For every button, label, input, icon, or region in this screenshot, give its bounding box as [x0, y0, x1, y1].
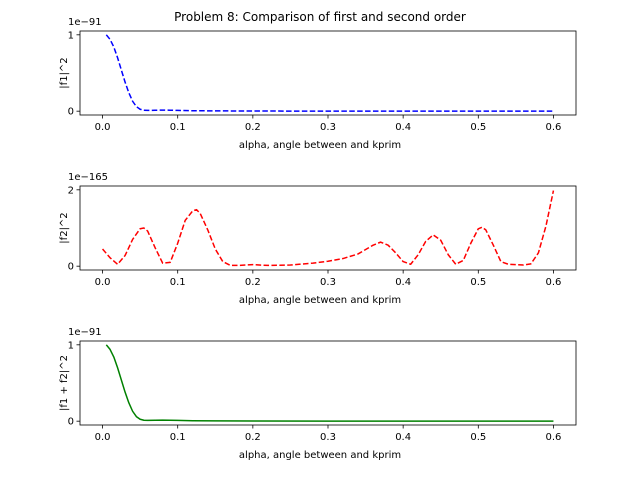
chart-3-y-tick-label: 0	[68, 417, 74, 428]
chart-2-x-tick-label: 0.4	[395, 277, 411, 288]
chart-3-x-tick-label: 0.0	[95, 432, 111, 443]
chart-3-x-tick-label: 0.6	[546, 432, 562, 443]
chart-1-series-line	[105, 34, 554, 112]
chart-3-scale-offset: 1e−91	[68, 327, 102, 338]
chart-2-x-tick-label: 0.1	[170, 277, 186, 288]
chart-2-y-axis-label: |f2|^2	[59, 212, 70, 243]
chart-1-x-tick-label: 0.1	[170, 122, 186, 133]
chart-2-x-tick-label: 0.6	[546, 277, 562, 288]
chart-2-x-tick-label: 0.2	[245, 277, 261, 288]
figure-title: Problem 8: Comparison of first and secon…	[174, 10, 466, 24]
chart-2-y-tick-label: 2	[68, 185, 74, 196]
chart-3-x-tick-label: 0.1	[170, 432, 186, 443]
chart-2-series-line	[101, 190, 555, 267]
chart-1-x-tick-label: 0.3	[320, 122, 336, 133]
chart-3-y-tick-label: 1	[68, 340, 74, 351]
chart-3-x-tick-label: 0.3	[320, 432, 336, 443]
chart-1-y-tick-label: 0	[68, 107, 74, 118]
chart-3-panel: 0.0 0.1 0.2 0.3 0.4 0.5 0.6 0 1 1e−91 alpha, angle…	[59, 327, 577, 461]
chart-2-x-tick-label: 0.5	[470, 277, 486, 288]
chart-1-x-axis-label: alpha, angle between and kprim	[239, 140, 401, 151]
chart-1-x-tick-label: 0.2	[245, 122, 261, 133]
chart-2-x-tick-label: 0.3	[320, 277, 336, 288]
chart-1-y-tick-label: 1	[68, 30, 74, 41]
chart-2-scale-offset: 1e−165	[68, 172, 108, 183]
chart-3-x-tick-label: 0.4	[395, 432, 411, 443]
chart-1-panel: 0.0 0.1 0.2 0.3 0.4 0.5 0.6 0 1 1e−91 alpha, angle…	[59, 17, 577, 151]
chart-3-x-tick-label: 0.2	[245, 432, 261, 443]
chart-1-y-axis-label: |f1|^2	[59, 57, 70, 88]
chart-3-series-line	[105, 344, 554, 422]
chart-3-y-axis-label: |f1 + f2|^2	[59, 355, 70, 411]
chart-2-x-tick-label: 0.0	[95, 277, 111, 288]
chart-1-x-tick-label: 0.5	[470, 122, 486, 133]
chart-1-scale-offset: 1e−91	[68, 17, 102, 28]
chart-3-x-tick-label: 0.5	[470, 432, 486, 443]
chart-1-x-tick-label: 0.0	[95, 122, 111, 133]
chart-2-x-axis-label: alpha, angle between and kprim	[239, 295, 401, 306]
chart-2-y-tick-label: 0	[68, 262, 74, 273]
chart-3-x-axis-label: alpha, angle between and kprim	[239, 450, 401, 461]
chart-2-panel: 0.0 0.1 0.2 0.3 0.4 0.5 0.6 0 2 1e−165 alpha, angl…	[59, 172, 577, 306]
chart-1-x-tick-label: 0.6	[546, 122, 562, 133]
chart-1-x-tick-label: 0.4	[395, 122, 411, 133]
